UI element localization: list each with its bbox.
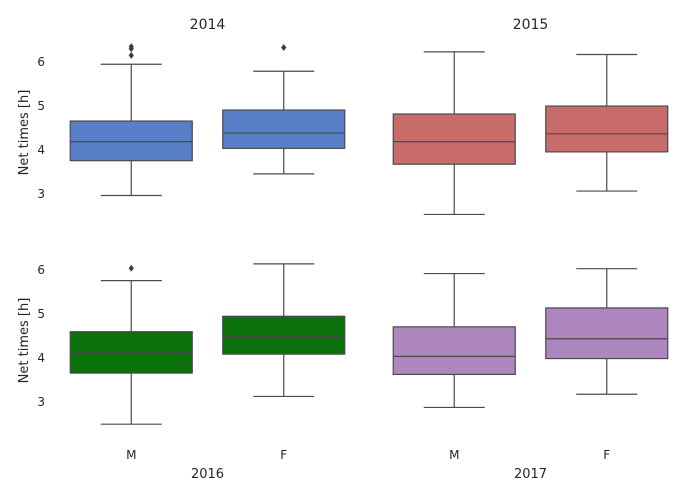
x-tick-label: F — [280, 448, 287, 462]
panel-title: 2015 — [513, 17, 549, 33]
box-iqr — [545, 105, 669, 153]
y-tick-label: 6 — [37, 263, 45, 277]
box-M — [69, 43, 193, 197]
y-tick-label: 3 — [37, 395, 45, 409]
panel-3: M F 2017 — [392, 268, 669, 482]
box-iqr — [222, 109, 346, 149]
box-iqr — [545, 307, 669, 360]
panel-1: 2015 — [392, 17, 669, 216]
box-F — [545, 53, 669, 192]
box-iqr — [392, 113, 516, 165]
box-iqr — [69, 120, 193, 162]
x-axis-label: 2016 — [191, 467, 224, 482]
panel-2: 3 4 5 6 Net times [h] M F 2016 — [17, 263, 346, 482]
x-tick-label: M — [126, 448, 136, 462]
box-iqr — [392, 326, 516, 376]
panel-0: 2014 3 4 5 6 Net times [h] — [17, 17, 346, 201]
box-F — [545, 268, 669, 395]
y-tick-label: 5 — [37, 307, 45, 321]
x-tick-label: F — [603, 448, 610, 462]
outlier-point — [281, 43, 287, 51]
y-tick-label: 3 — [37, 187, 45, 201]
y-tick-label: 5 — [37, 99, 45, 113]
box-F — [222, 43, 346, 175]
panel-title: 2014 — [190, 17, 226, 33]
box-iqr — [222, 315, 346, 355]
box-M — [69, 264, 193, 425]
y-axis-label: Net times [h] — [17, 90, 32, 176]
x-tick-label: M — [449, 448, 459, 462]
box-M — [392, 51, 516, 216]
box-F — [222, 263, 346, 398]
outlier-point — [128, 51, 134, 59]
y-axis-label: Net times [h] — [17, 298, 32, 384]
outlier-point — [128, 43, 134, 51]
y-tick-label: 4 — [37, 351, 45, 365]
outlier-point — [128, 264, 134, 272]
box-M — [392, 272, 516, 409]
y-tick-label: 6 — [37, 55, 45, 69]
x-axis-label: 2017 — [514, 467, 547, 482]
y-tick-label: 4 — [37, 143, 45, 157]
